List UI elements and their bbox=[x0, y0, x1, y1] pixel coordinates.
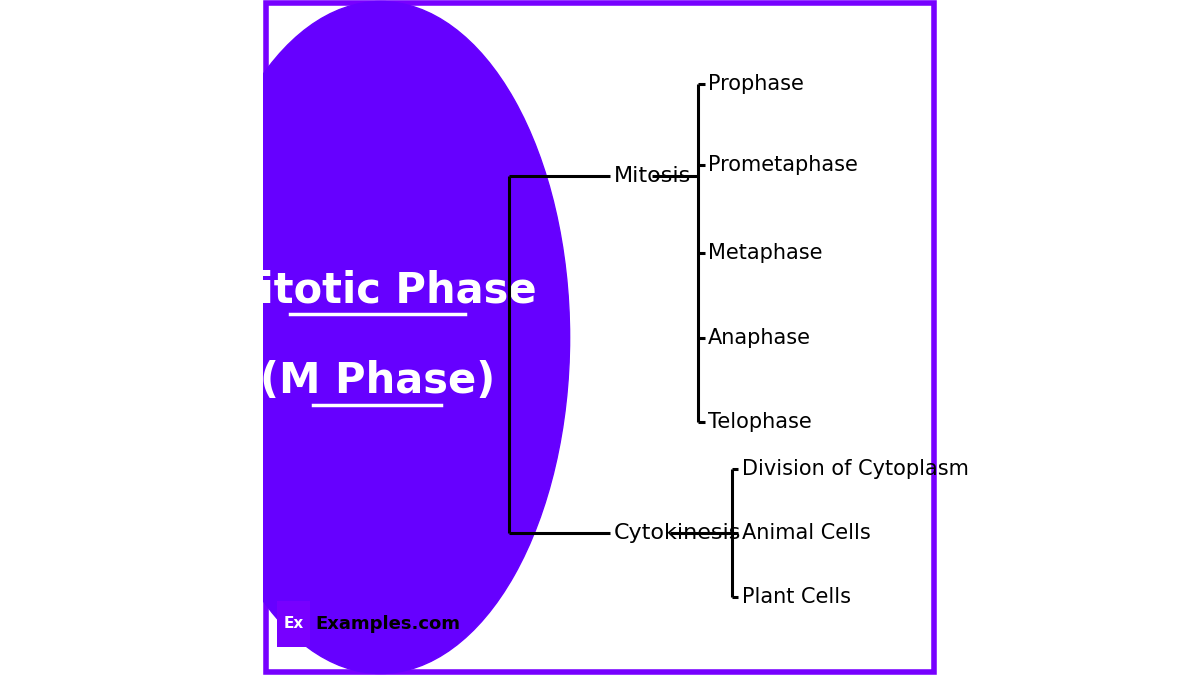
FancyBboxPatch shape bbox=[277, 601, 310, 647]
Text: Division of Cytoplasm: Division of Cytoplasm bbox=[742, 459, 968, 479]
Text: Mitosis: Mitosis bbox=[613, 165, 691, 186]
Text: Ex: Ex bbox=[283, 616, 304, 631]
Text: Prometaphase: Prometaphase bbox=[708, 155, 858, 176]
Text: Prophase: Prophase bbox=[708, 74, 804, 94]
Text: Telophase: Telophase bbox=[708, 412, 811, 432]
Ellipse shape bbox=[192, 1, 570, 674]
Text: Plant Cells: Plant Cells bbox=[742, 587, 851, 608]
Text: Animal Cells: Animal Cells bbox=[742, 523, 870, 543]
Text: Anaphase: Anaphase bbox=[708, 327, 811, 348]
Text: Examples.com: Examples.com bbox=[316, 615, 461, 632]
Text: (M Phase): (M Phase) bbox=[259, 360, 494, 402]
Text: Mitotic Phase: Mitotic Phase bbox=[218, 269, 536, 311]
Text: Metaphase: Metaphase bbox=[708, 243, 822, 263]
Text: Cytokinesis: Cytokinesis bbox=[613, 523, 740, 543]
